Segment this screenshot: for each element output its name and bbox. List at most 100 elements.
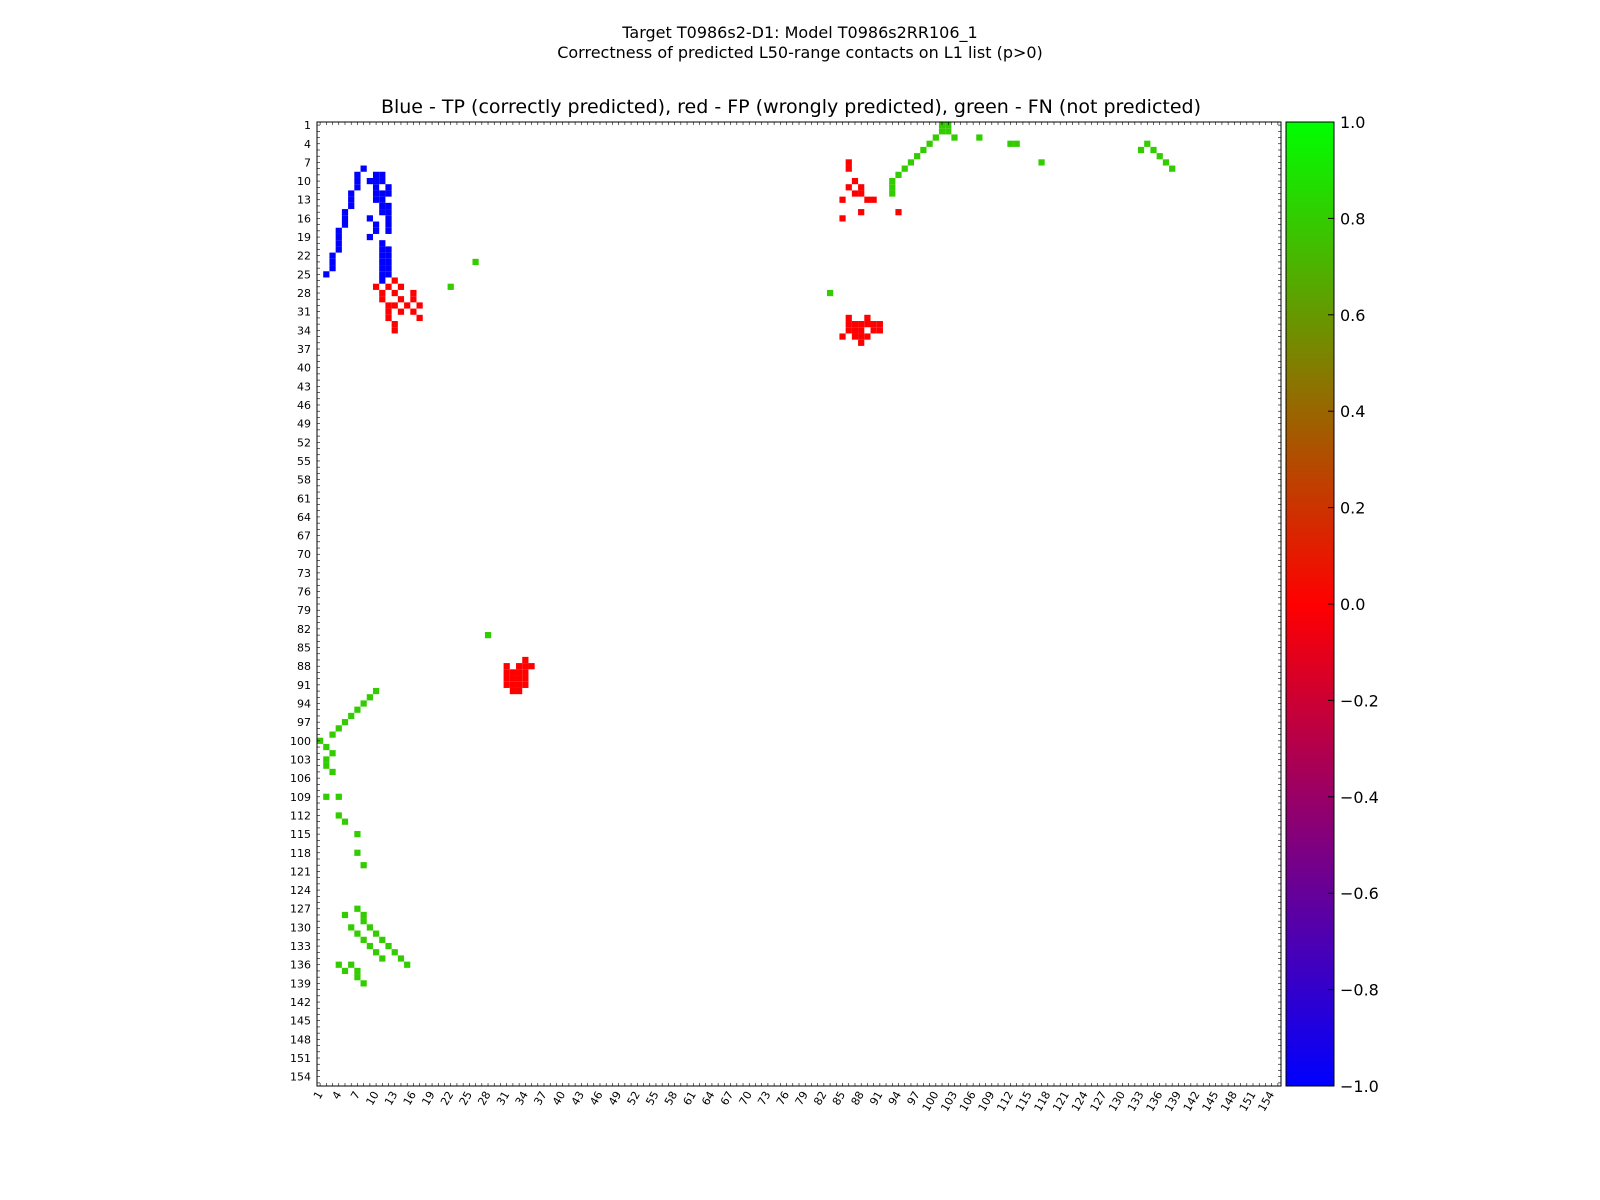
contact-cell-fp xyxy=(845,159,852,166)
x-tick-label: 46 xyxy=(587,1089,605,1108)
contact-cell-tp xyxy=(385,271,392,278)
contact-cell-tp xyxy=(379,258,386,266)
contact-cell-fp xyxy=(379,296,386,303)
contact-cell-fn xyxy=(391,949,398,956)
contact-cell-fp xyxy=(858,339,865,346)
x-tick-label: 49 xyxy=(606,1089,624,1108)
contact-cell-fp xyxy=(522,681,529,688)
x-tick-label: 127 xyxy=(1088,1089,1110,1114)
contact-cell-fn xyxy=(895,171,902,178)
contact-cell-fn xyxy=(335,961,342,968)
x-tick-label: 82 xyxy=(811,1089,829,1108)
y-tick-label: 40 xyxy=(297,362,311,375)
contact-cell-fn xyxy=(404,961,411,968)
contact-cell-fn xyxy=(938,122,946,129)
contact-cell-fn xyxy=(348,712,355,720)
x-tick-label: 121 xyxy=(1050,1089,1072,1114)
x-tick-label: 139 xyxy=(1162,1089,1184,1114)
contact-cell-fp xyxy=(503,681,510,688)
x-tick-label: 52 xyxy=(625,1089,643,1108)
contact-cell-tp xyxy=(366,233,373,241)
contact-cell-fp xyxy=(397,283,405,290)
x-tick-label: 133 xyxy=(1125,1089,1147,1114)
contact-cell-fp xyxy=(839,333,846,340)
x-tick-label: 76 xyxy=(774,1089,792,1108)
contact-cell-fp xyxy=(895,209,902,216)
contact-cell-tp xyxy=(379,277,386,284)
contact-cell-fp xyxy=(404,302,411,309)
y-tick-label: 37 xyxy=(297,343,311,356)
contact-cell-fn xyxy=(926,140,933,147)
colorbar xyxy=(1285,121,1335,1087)
plot-title: Blue - TP (correctly predicted), red - F… xyxy=(381,96,1201,118)
x-tick-label: 88 xyxy=(849,1089,867,1108)
x-tick-label: 73 xyxy=(755,1089,773,1108)
y-tick-label: 13 xyxy=(297,194,311,207)
contact-cell-fp xyxy=(858,321,865,328)
contact-cell-fp xyxy=(391,302,398,309)
y-tick-label: 79 xyxy=(297,604,311,617)
contact-cell-fn xyxy=(360,911,367,919)
contact-cell-fn xyxy=(945,128,952,135)
y-tick-label: 100 xyxy=(290,735,311,748)
contact-cell-tp xyxy=(341,209,349,216)
contact-cell-fn xyxy=(348,924,355,931)
contact-cell-fn xyxy=(329,731,336,738)
y-tick-label: 94 xyxy=(297,698,311,711)
contact-cell-fn xyxy=(901,165,908,172)
y-tick-label: 127 xyxy=(290,903,311,916)
contact-cell-fn xyxy=(317,737,324,744)
x-tick-label: 97 xyxy=(905,1089,923,1108)
y-tick-label: 145 xyxy=(290,1015,311,1028)
y-tick-label: 103 xyxy=(290,753,311,766)
plot-area-frame xyxy=(316,121,1282,1087)
contact-cell-tp xyxy=(348,196,355,203)
contact-cell-fn xyxy=(932,134,939,141)
contact-cell-fn xyxy=(1169,165,1176,172)
y-tick-label: 133 xyxy=(290,940,311,953)
x-tick-label: 124 xyxy=(1069,1089,1091,1114)
contact-cell-tp xyxy=(372,196,380,203)
contact-cell-tp xyxy=(329,252,336,259)
contact-cell-fp xyxy=(509,669,517,676)
y-tick-label: 52 xyxy=(297,436,311,449)
x-tick-label: 112 xyxy=(994,1089,1016,1114)
contact-cell-fn xyxy=(354,974,361,981)
contact-cell-fp xyxy=(528,663,535,670)
y-tick-label: 25 xyxy=(297,268,311,281)
contact-cell-tp xyxy=(379,246,386,253)
y-tick-label: 31 xyxy=(297,306,311,319)
contact-cell-fn xyxy=(329,768,336,776)
contact-cell-fp xyxy=(845,314,852,322)
contact-cell-fn xyxy=(1137,146,1145,154)
contact-cell-tp xyxy=(372,221,380,228)
x-tick-label: 4 xyxy=(330,1089,345,1102)
contact-cell-tp xyxy=(341,221,349,228)
x-tick-label: 154 xyxy=(1256,1089,1278,1114)
x-tick-label: 130 xyxy=(1106,1089,1128,1114)
contact-cell-fn xyxy=(354,849,361,856)
contact-cell-fp xyxy=(876,321,883,328)
contact-cell-tp xyxy=(379,177,386,185)
contact-cell-fp xyxy=(864,196,871,203)
colorbar-ticks: 1.0 0.8 0.6 0.4 0.2 0.0 −0.2 −0.4 −0.6 −0.8 −1.0 xyxy=(1328,113,1379,1096)
y-tick-label: 7 xyxy=(304,156,311,169)
colorbar-tick-label: 0.4 xyxy=(1340,402,1365,421)
contact-cell-fn xyxy=(354,706,361,713)
contact-cell-tp xyxy=(348,202,355,210)
contact-cell-tp xyxy=(385,265,392,272)
y-tick-label: 64 xyxy=(297,511,311,524)
contact-cell-fp xyxy=(385,308,392,315)
colorbar-tick-label: 0.8 xyxy=(1340,209,1365,228)
contact-cell-tp xyxy=(372,184,380,191)
contact-cell-fn xyxy=(889,190,896,197)
contact-cell-fp xyxy=(397,296,405,303)
y-tick-label: 124 xyxy=(290,884,311,897)
contact-cell-fp xyxy=(851,190,859,197)
contact-cell-tp xyxy=(379,190,386,197)
y-tick-label: 85 xyxy=(297,642,311,655)
y-tick-label: 4 xyxy=(304,138,311,151)
x-tick-label: 94 xyxy=(886,1089,904,1108)
contact-cell-tp xyxy=(372,177,380,185)
contact-cell-fp xyxy=(522,656,529,664)
